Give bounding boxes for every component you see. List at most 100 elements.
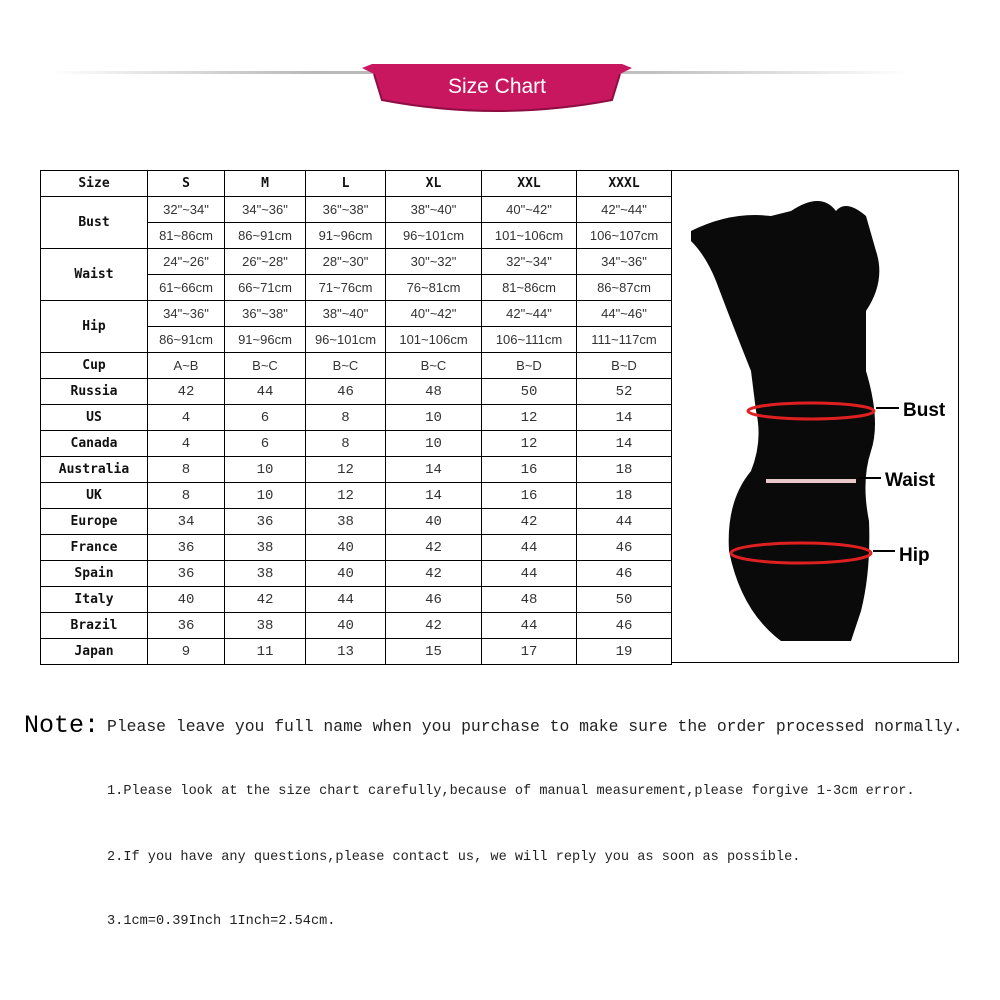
cm-cell: 86~91cm bbox=[147, 326, 225, 353]
row-label: Cup bbox=[40, 352, 148, 379]
table-cell: 38 bbox=[305, 508, 386, 535]
inch-cell: 32"~34" bbox=[481, 248, 577, 275]
table-row: Italy 40 42 44 46 48 50 bbox=[40, 586, 672, 613]
table-cell: 8 bbox=[305, 404, 386, 431]
table-cell: 42 bbox=[481, 508, 577, 535]
inch-cell: 36"~38" bbox=[305, 196, 386, 223]
inch-cell: 40"~42" bbox=[385, 300, 482, 327]
table-row: Hip 34"~36" 36"~38" 38"~40" 40"~42" 42"~44" 44… bbox=[40, 300, 672, 353]
row-label: Brazil bbox=[40, 612, 148, 639]
table-cell: 46 bbox=[576, 534, 672, 561]
table-cell: 36 bbox=[224, 508, 306, 535]
inch-cell: 38"~40" bbox=[385, 196, 482, 223]
table-cell: 8 bbox=[305, 430, 386, 457]
inch-cell: 30"~32" bbox=[385, 248, 482, 275]
cm-cell: 76~81cm bbox=[385, 274, 482, 301]
size-header: XXXL bbox=[576, 170, 672, 197]
cm-cell: 61~66cm bbox=[147, 274, 225, 301]
table-cell: 44 bbox=[481, 560, 577, 587]
table-cell: 12 bbox=[481, 430, 577, 457]
table-row: Europe 34 36 38 40 42 44 bbox=[40, 508, 672, 535]
table-cell: 4 bbox=[147, 404, 225, 431]
cm-cell: 71~76cm bbox=[305, 274, 386, 301]
table-cell: 42 bbox=[385, 534, 482, 561]
table-cell: 44 bbox=[481, 612, 577, 639]
row-label: Spain bbox=[40, 560, 148, 587]
cm-cell: 96~101cm bbox=[305, 326, 386, 353]
table-row: Australia 8 10 12 14 16 18 bbox=[40, 456, 672, 483]
table-header-row: Size S M L XL XXL XXXL bbox=[40, 170, 672, 197]
row-label: France bbox=[40, 534, 148, 561]
table-cell: 40 bbox=[305, 560, 386, 587]
table-row: Waist 24"~26" 26"~28" 28"~30" 30"~32" 32"~34"… bbox=[40, 248, 672, 301]
table-cell: 42 bbox=[385, 612, 482, 639]
inch-cell: 38"~40" bbox=[305, 300, 386, 327]
body-measurement-figure: Bust Waist Hip bbox=[671, 170, 959, 663]
table-cell: 36 bbox=[147, 612, 225, 639]
table-cell: 12 bbox=[305, 456, 386, 483]
inch-cell: 44"~46" bbox=[576, 300, 672, 327]
table-row: Brazil 36 38 40 42 44 46 bbox=[40, 612, 672, 639]
table-cell: 40 bbox=[385, 508, 482, 535]
table-cell: 8 bbox=[147, 482, 225, 509]
cm-cell: 106~107cm bbox=[576, 222, 672, 249]
inch-cell: 26"~28" bbox=[224, 248, 306, 275]
row-label: UK bbox=[40, 482, 148, 509]
table-cell: 16 bbox=[481, 482, 577, 509]
cm-cell: 86~91cm bbox=[224, 222, 306, 249]
table-cell: 44 bbox=[224, 378, 306, 405]
table-cell: B~C bbox=[385, 352, 482, 379]
banner-title: Size Chart bbox=[447, 75, 547, 98]
inch-cell: 42"~44" bbox=[576, 196, 672, 223]
table-cell: 6 bbox=[224, 430, 306, 457]
table-row: Japan 9 11 13 15 17 19 bbox=[40, 638, 672, 665]
waist-label: Waist bbox=[885, 470, 936, 491]
note-label: Note: bbox=[24, 711, 100, 740]
table-cell: 44 bbox=[305, 586, 386, 613]
table-cell: 13 bbox=[305, 638, 386, 665]
table-cell: B~C bbox=[224, 352, 306, 379]
table-cell: 46 bbox=[385, 586, 482, 613]
note-item-1: 1.Please look at the size chart carefull… bbox=[107, 784, 915, 799]
cm-cell: 101~106cm bbox=[481, 222, 577, 249]
table-cell: 40 bbox=[305, 534, 386, 561]
hip-label: Hip bbox=[899, 545, 930, 566]
table-cell: 18 bbox=[576, 456, 672, 483]
table-cell: 38 bbox=[224, 612, 306, 639]
table-cell: 46 bbox=[576, 560, 672, 587]
table-cell: 11 bbox=[224, 638, 306, 665]
row-label: Russia bbox=[40, 378, 148, 405]
cm-cell: 91~96cm bbox=[224, 326, 306, 353]
size-table: Size S M L XL XXL XXXL Bust 32"~34" 34"~36" 36"~38… bbox=[40, 170, 672, 665]
size-header: XL bbox=[385, 170, 482, 197]
table-row: 81~86cm 86~91cm 91~96cm 96~101cm 101~106cm 10… bbox=[41, 222, 672, 249]
table-cell: 9 bbox=[147, 638, 225, 665]
measurement-label: Bust bbox=[40, 196, 148, 249]
row-label: Australia bbox=[40, 456, 148, 483]
table-cell: B~C bbox=[305, 352, 386, 379]
table-cell: 38 bbox=[224, 560, 306, 587]
cm-cell: 81~86cm bbox=[147, 222, 225, 249]
table-row: Russia 42 44 46 48 50 52 bbox=[40, 378, 672, 405]
measurement-label: Waist bbox=[40, 248, 148, 301]
table-row: 61~66cm 66~71cm 71~76cm 76~81cm 81~86cm 86~87… bbox=[41, 274, 672, 301]
cm-cell: 106~111cm bbox=[481, 326, 577, 353]
table-cell: 4 bbox=[147, 430, 225, 457]
banner-ribbon bbox=[362, 64, 632, 112]
table-cell: 18 bbox=[576, 482, 672, 509]
row-label: US bbox=[40, 404, 148, 431]
table-cell: 52 bbox=[576, 378, 672, 405]
table-row: UK 8 10 12 14 16 18 bbox=[40, 482, 672, 509]
note-item-3: 3.1cm=0.39Inch 1Inch=2.54cm. bbox=[107, 914, 336, 929]
cm-cell: 96~101cm bbox=[385, 222, 482, 249]
row-label: Europe bbox=[40, 508, 148, 535]
table-cell: 14 bbox=[576, 430, 672, 457]
table-cell: 38 bbox=[224, 534, 306, 561]
table-cell: B~D bbox=[576, 352, 672, 379]
table-cell: 50 bbox=[576, 586, 672, 613]
table-cell: 10 bbox=[385, 404, 482, 431]
table-cell: A~B bbox=[147, 352, 225, 379]
table-row: 86~91cm 91~96cm 96~101cm 101~106cm 106~111cm… bbox=[41, 326, 672, 353]
measurement-label: Hip bbox=[40, 300, 148, 353]
table-cell: 17 bbox=[481, 638, 577, 665]
